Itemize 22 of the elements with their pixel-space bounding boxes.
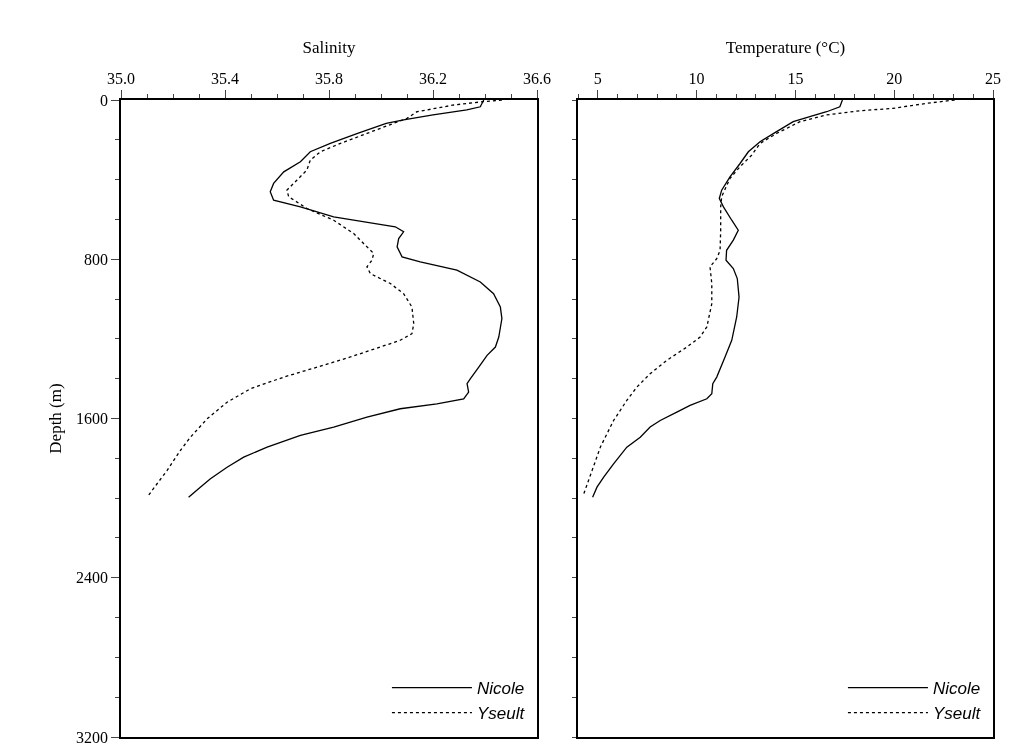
x-axis-title: Temperature (°C) [725, 37, 846, 57]
x-tick-label: 36.2 [419, 69, 447, 87]
legend-label: Yseult [932, 704, 982, 724]
y-tick-label: 800 [84, 250, 109, 268]
x-tick-label: 35.8 [315, 69, 343, 87]
y-tick-label: 2400 [76, 569, 109, 587]
y-axis-title: Depth (m) [46, 383, 66, 454]
y-tick-label: 3200 [76, 728, 109, 746]
x-tick-label: 35.0 [107, 69, 135, 87]
legend-label: Nicole [476, 679, 525, 699]
x-tick-label: 15 [787, 69, 804, 87]
x-tick-label: 35.4 [211, 69, 239, 87]
x-axis-title: Salinity [302, 37, 356, 57]
legend-label: Yseult [476, 704, 526, 724]
x-tick-label: 36.6 [523, 69, 551, 87]
x-tick-label: 25 [985, 69, 1001, 87]
y-tick-label: 1600 [76, 410, 109, 428]
x-tick-label: 10 [688, 69, 705, 87]
x-tick-label: 20 [886, 69, 903, 87]
x-tick-label: 5 [593, 69, 602, 87]
legend-label: Nicole [932, 679, 981, 699]
y-tick-label: 0 [100, 91, 109, 109]
